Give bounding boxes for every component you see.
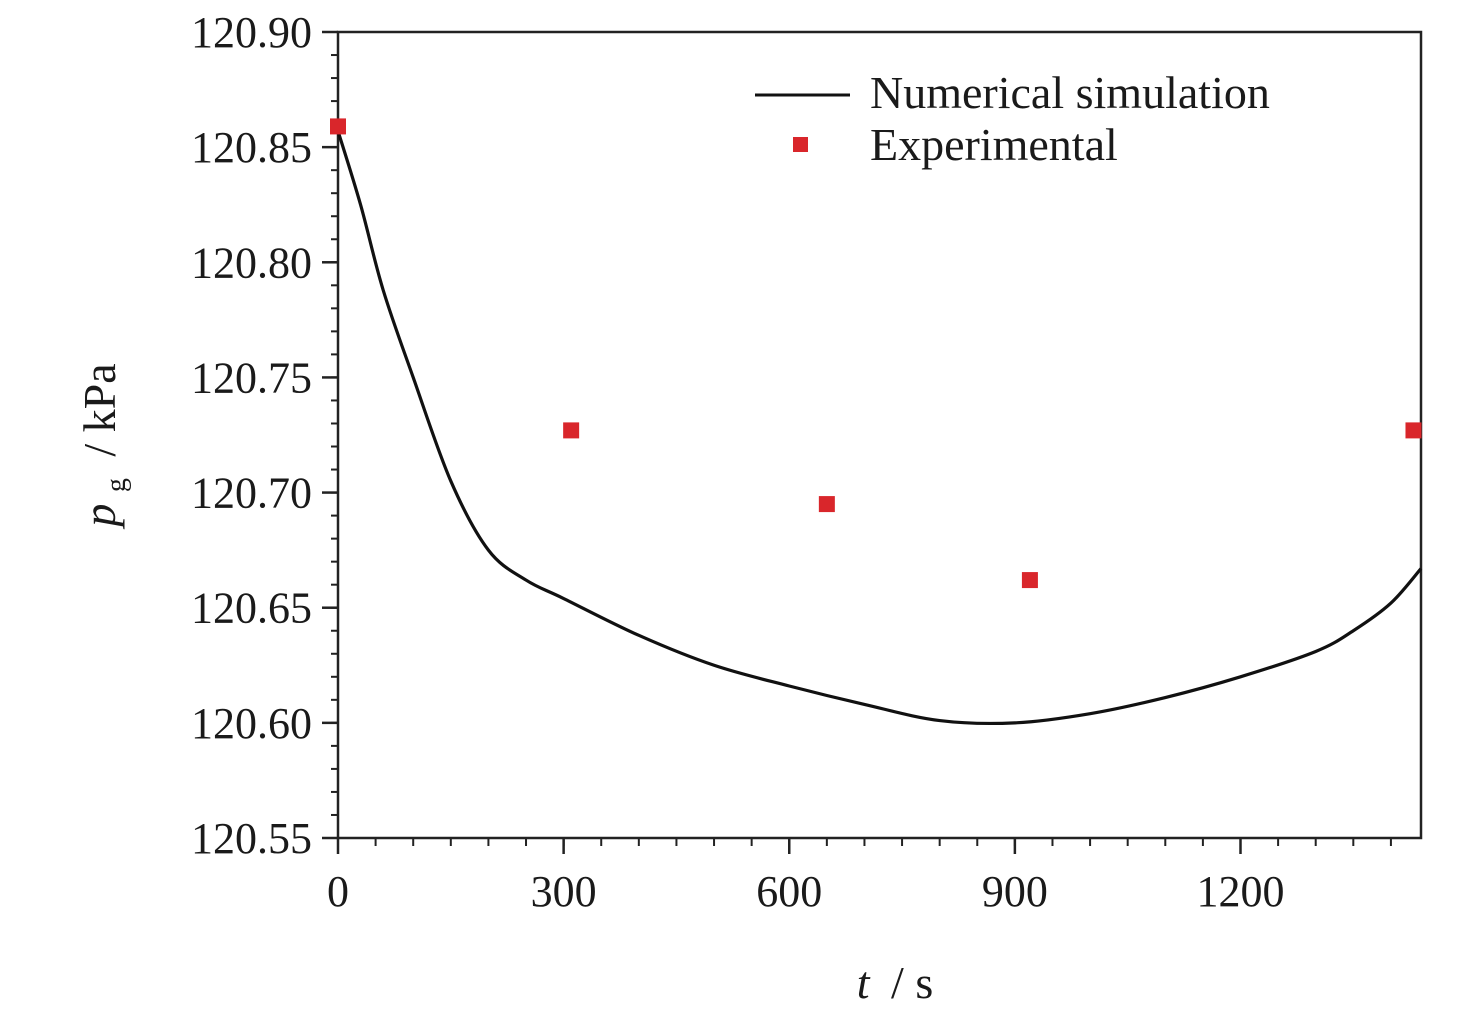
y-axis-title: p g / kPa	[74, 363, 135, 529]
y-axis-unit: / kPa	[74, 363, 125, 456]
data-point-experimental	[1021, 572, 1038, 589]
x-tick-label: 300	[531, 867, 597, 916]
y-tick-label: 120.80	[191, 238, 312, 287]
data-point-experimental	[563, 422, 580, 439]
x-tick-label: 600	[756, 867, 822, 916]
data-point-experimental	[818, 496, 835, 513]
y-tick-label: 120.85	[191, 123, 312, 172]
y-axis-variable: p	[74, 504, 125, 530]
data-point-experimental	[330, 118, 346, 135]
y-axis: 120.55 120.60 120.65 120.70 120.75 120.80 120.…	[191, 8, 338, 863]
legend-label-experimental: Experimental	[870, 119, 1118, 170]
legend-label-simulation: Numerical simulation	[870, 67, 1270, 118]
data-point-experimental	[1405, 422, 1422, 439]
legend-marker-swatch	[793, 137, 808, 152]
series-line-simulation	[336, 130, 1423, 726]
x-axis-unit: / s	[891, 957, 933, 1008]
x-tick-label: 1200	[1197, 867, 1285, 916]
y-tick-label: 120.90	[191, 8, 312, 57]
y-tick-label: 120.75	[191, 353, 312, 402]
y-tick-label: 120.70	[191, 469, 312, 518]
x-axis-variable: t	[857, 957, 871, 1008]
y-tick-label: 120.65	[191, 584, 312, 633]
legend: Numerical simulation Experimental	[755, 67, 1270, 170]
x-tick-label: 0	[327, 867, 349, 916]
x-axis-title: t / s	[857, 957, 933, 1008]
y-axis-subscript: g	[101, 478, 132, 492]
y-tick-label: 120.60	[191, 699, 312, 748]
x-tick-label: 900	[982, 867, 1048, 916]
series-layer	[330, 118, 1423, 726]
y-tick-label: 120.55	[191, 814, 312, 863]
x-axis: 0 300 600 900 1200	[327, 838, 1392, 916]
